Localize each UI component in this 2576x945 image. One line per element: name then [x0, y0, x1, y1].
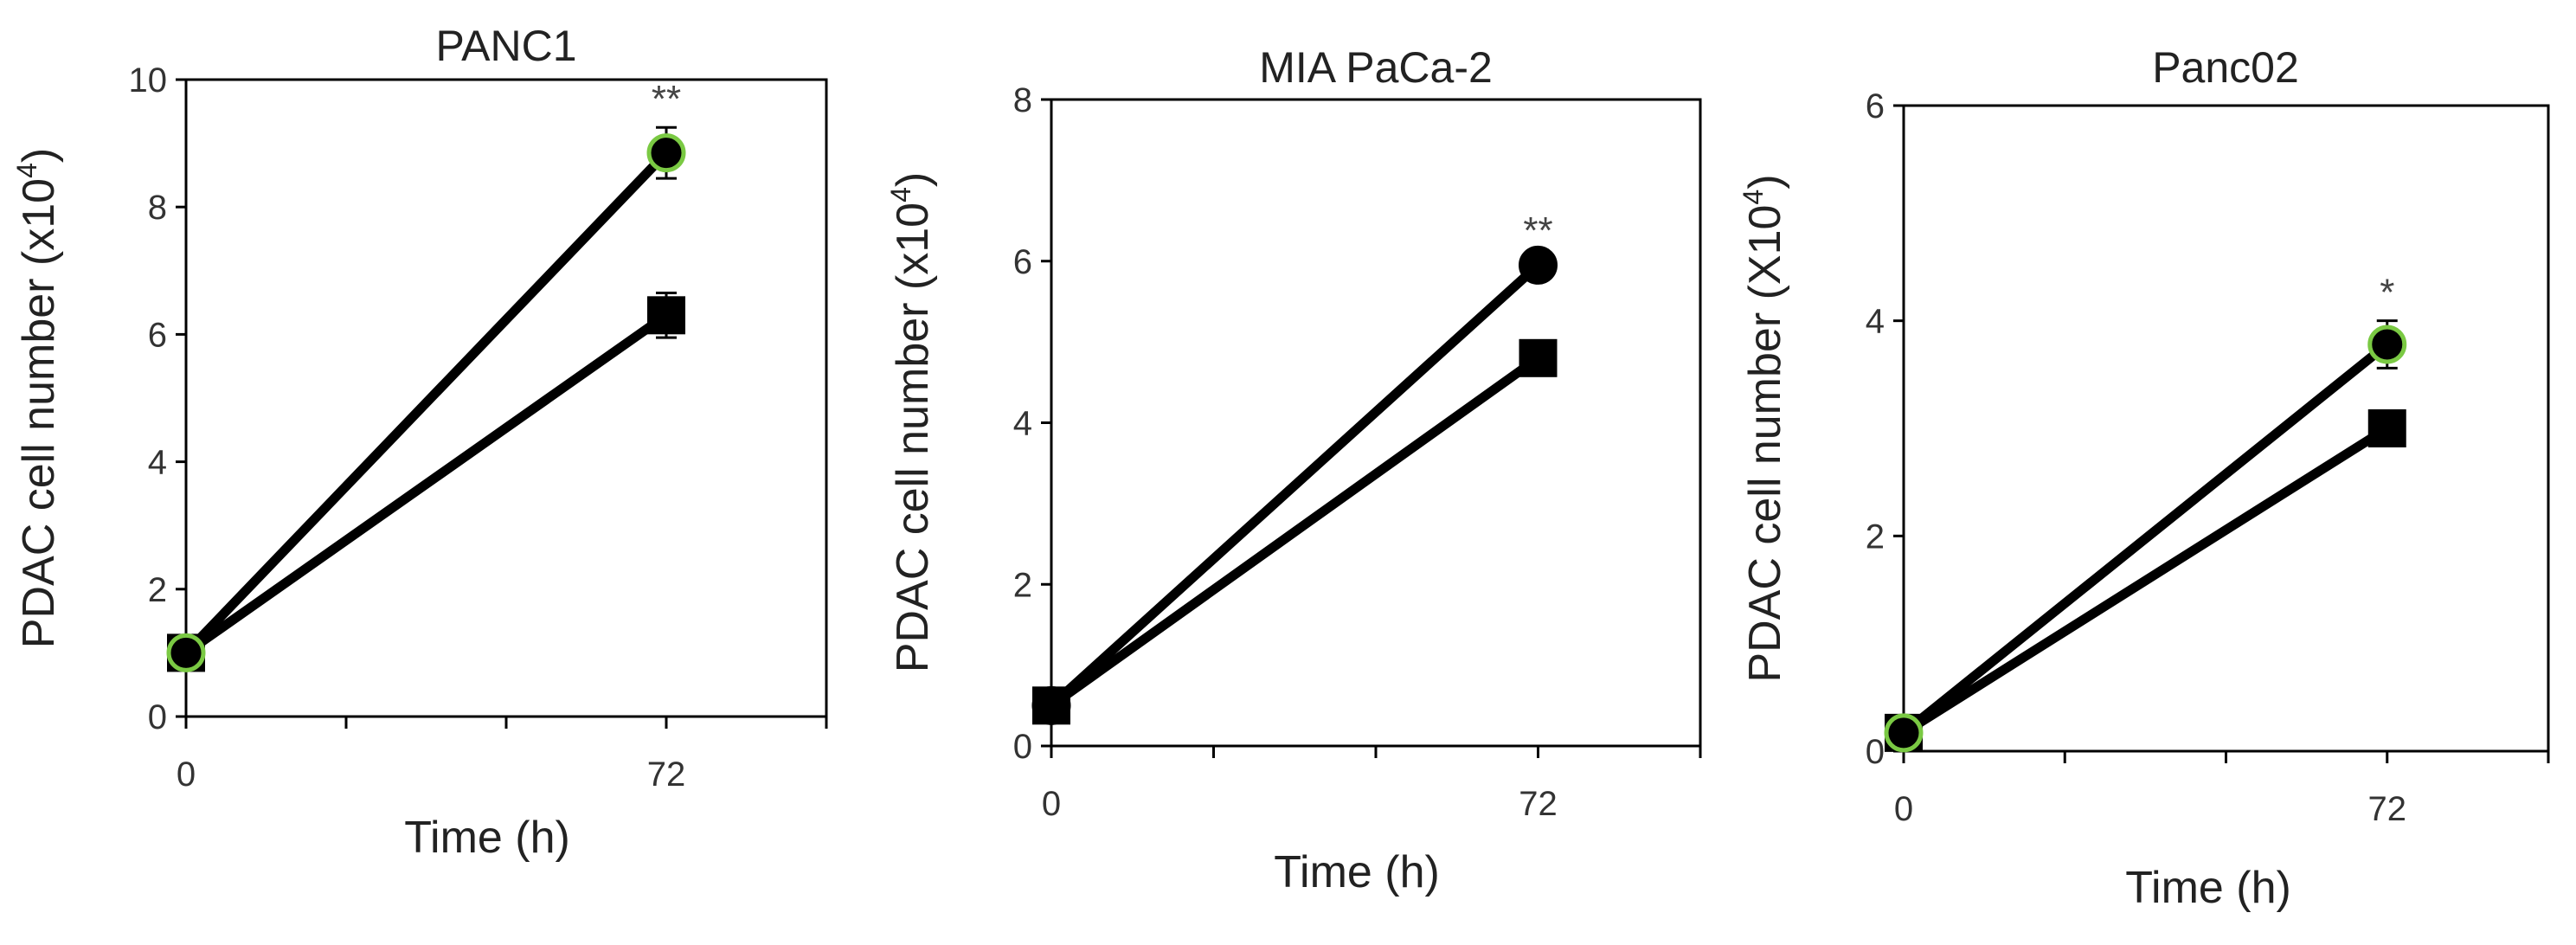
y-tick-label: 0: [1866, 733, 1885, 771]
series-line-square: [1046, 353, 1543, 710]
x-tick-label: 0: [177, 755, 196, 794]
panel-panc1: PANC1 Time (h) PDAC cell number (x104) 0…: [11, 22, 828, 863]
data-point-square: [2367, 409, 2406, 447]
significance-label: **: [652, 78, 681, 120]
panel-panc02: Panc02 Time (h) PDAC cell number (X104) …: [1738, 43, 2550, 913]
y-axis-label: PDAC cell number (x104): [885, 172, 938, 672]
y-tick-label: 8: [148, 189, 167, 227]
y-tick-label: 6: [1866, 87, 1885, 125]
plot-area: 0 2 4 6 8 0 72 **: [1013, 81, 1702, 823]
x-tick-label: 0: [1894, 790, 1913, 828]
y-axis-label: PDAC cell number (X104): [1738, 174, 1790, 682]
plot-area: 0 2 4 6 0 72 *: [1866, 87, 2550, 828]
x-tick-label: 0: [1042, 785, 1061, 823]
y-tick-label: 6: [1013, 243, 1032, 281]
plot-area: 0 2 4 6 8 10 0 72 **: [129, 61, 828, 794]
y-tick-label: 4: [1866, 303, 1885, 341]
y-axis-label: PDAC cell number (x104): [11, 148, 64, 648]
series-line-square: [1898, 423, 2393, 738]
x-axis-label: Time (h): [2125, 863, 2291, 913]
y-tick-label: 4: [1013, 405, 1032, 443]
data-point-circle: [1884, 713, 1924, 753]
x-axis-label: Time (h): [404, 813, 570, 863]
panel-mia-paca-2: MIA PaCa-2 Time (h) PDAC cell number (x1…: [885, 43, 1702, 897]
y-tick-label: 6: [148, 316, 167, 354]
significance-label: *: [2380, 272, 2394, 314]
data-point-circle: [646, 133, 686, 173]
y-tick-label: 10: [129, 61, 168, 100]
x-tick-label: 72: [647, 755, 686, 794]
data-point-circle: [1031, 685, 1071, 725]
panel-title: MIA PaCa-2: [1259, 43, 1493, 92]
data-point-square: [647, 296, 685, 335]
series-line-circle: [1046, 260, 1543, 710]
x-tick-label: 72: [1519, 785, 1558, 823]
plot-frame: [1050, 98, 1702, 748]
data-point-circle: [166, 633, 206, 672]
y-tick-label: 0: [1013, 728, 1032, 766]
y-tick-label: 2: [1013, 566, 1032, 604]
data-point-square: [1519, 338, 1558, 377]
panel-title: PANC1: [435, 22, 576, 70]
y-tick-label: 2: [1866, 518, 1885, 556]
y-tick-label: 2: [148, 571, 167, 609]
y-tick-label: 8: [1013, 81, 1032, 119]
y-tick-label: 0: [148, 698, 167, 736]
x-axis-label: Time (h): [1274, 847, 1440, 897]
y-tick-label: 4: [148, 444, 167, 482]
significance-label: **: [1523, 209, 1552, 252]
data-point-circle: [2367, 325, 2407, 364]
data-point-circle: [1519, 245, 1558, 285]
x-tick-label: 72: [2368, 790, 2407, 828]
series-line-square: [181, 310, 671, 658]
series-line-circle: [1898, 339, 2393, 738]
plot-frame: [184, 78, 828, 718]
series-line-circle: [181, 148, 671, 658]
panel-title: Panc02: [2152, 43, 2299, 92]
